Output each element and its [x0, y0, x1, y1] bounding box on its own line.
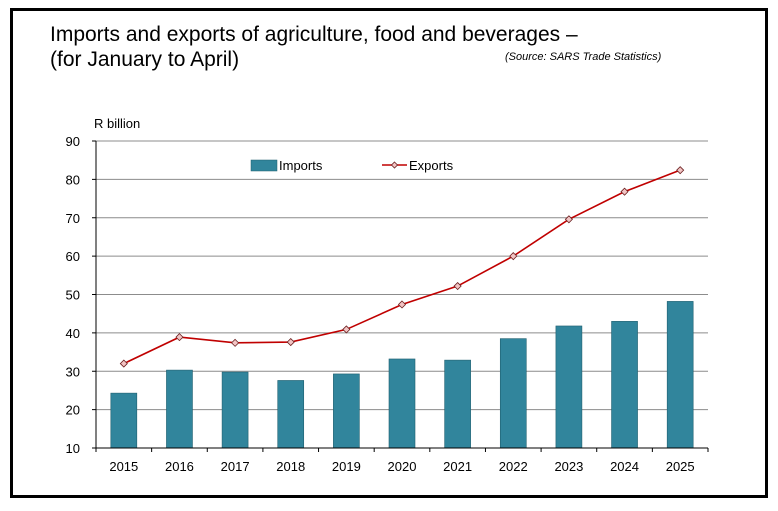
legend-imports-swatch — [250, 159, 278, 172]
exports-point — [231, 338, 240, 347]
chart-source: (Source: SARS Trade Statistics) — [505, 51, 662, 63]
exports-point — [620, 187, 629, 196]
exports-point — [564, 215, 573, 224]
x-tick-label: 2023 — [554, 459, 583, 474]
x-tick-label: 2018 — [276, 459, 305, 474]
exports-line — [123, 169, 681, 365]
x-tick-label: 2019 — [332, 459, 361, 474]
x-tick-label: 2022 — [499, 459, 528, 474]
legend-exports-label: Exports — [409, 158, 454, 173]
imports-bar — [388, 358, 416, 449]
x-tick-label: 2025 — [666, 459, 695, 474]
imports-bar — [611, 321, 638, 449]
legend-imports-label: Imports — [279, 158, 323, 173]
y-axis-label: R billion — [94, 116, 140, 131]
y-tick-label: 60 — [66, 249, 80, 264]
chart-title-line-1: Imports and exports of agriculture, food… — [50, 23, 578, 46]
legend: Imports Exports — [250, 158, 454, 173]
imports-bar — [110, 392, 138, 449]
x-tick-label: 2015 — [109, 459, 138, 474]
exports-point — [119, 359, 128, 368]
imports-bar — [666, 301, 694, 449]
x-tick-label: 2020 — [388, 459, 417, 474]
chart-title: Imports and exports of agriculture, food… — [50, 22, 578, 72]
y-tick-label: 70 — [66, 211, 80, 226]
y-tick-label: 20 — [66, 403, 80, 418]
x-tick-label: 2021 — [443, 459, 472, 474]
imports-bar — [499, 338, 527, 449]
imports-bar — [277, 380, 305, 449]
exports-point — [453, 281, 462, 291]
exports-point — [397, 300, 407, 309]
x-tick-label: 2016 — [165, 459, 194, 474]
imports-bar — [166, 369, 193, 449]
y-tick-label: 80 — [66, 172, 80, 187]
exports-point — [509, 252, 518, 261]
y-tick-label: 90 — [66, 134, 80, 149]
chart-title-line-2: (for January to April) — [50, 48, 240, 71]
y-tick-label: 10 — [66, 441, 80, 456]
y-tick-label: 50 — [66, 288, 80, 303]
x-tick-label: 2017 — [221, 459, 250, 474]
exports-point — [175, 333, 184, 342]
exports-point — [286, 338, 295, 347]
imports-bar — [444, 359, 471, 449]
y-tick-label: 40 — [66, 326, 80, 341]
exports-point — [342, 325, 351, 334]
exports-point — [676, 166, 685, 175]
legend-exports-marker — [390, 161, 399, 169]
x-tick-label: 2024 — [610, 459, 639, 474]
y-tick-label: 30 — [66, 364, 80, 379]
imports-bar — [221, 371, 249, 449]
imports-bar — [555, 325, 583, 449]
imports-bar — [333, 373, 360, 449]
